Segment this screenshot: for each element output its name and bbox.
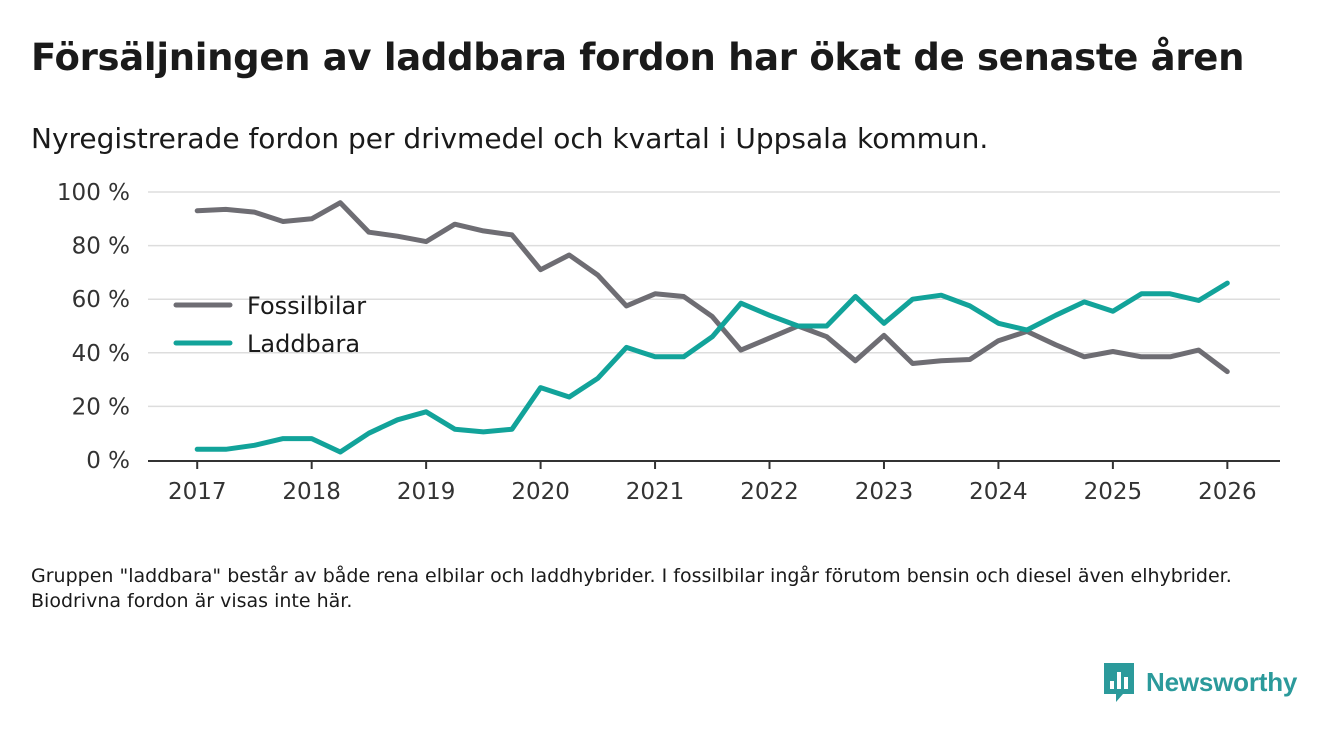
x-tick-label: 2023: [855, 479, 914, 505]
y-tick-label: 80 %: [72, 234, 130, 260]
y-tick-label: 0 %: [86, 448, 130, 474]
x-tick-label: 2025: [1084, 479, 1143, 505]
legend: Fossilbilar Laddbara: [173, 292, 366, 358]
y-tick-label: 60 %: [72, 287, 130, 313]
y-tick-label: 100 %: [57, 180, 130, 206]
chart-subtitle: Nyregistrerade fordon per drivmedel och …: [31, 122, 989, 155]
line-chart: 0 % 20 % 40 % 60 % 80 % 100 % 2017 2018 2019 2020…: [57, 180, 1280, 505]
x-tick-label: 2020: [511, 479, 570, 505]
x-tick-label: 2021: [626, 479, 685, 505]
chart-title: Försäljningen av laddbara fordon har öka…: [31, 36, 1245, 79]
y-tick-label: 20 %: [72, 394, 130, 420]
y-tick-label: 40 %: [72, 341, 130, 367]
x-tick-label: 2018: [282, 479, 341, 505]
legend-label-fossilbilar: Fossilbilar: [247, 292, 366, 320]
gridlines: [148, 191, 1280, 408]
series-line-fossilbilar: [194, 200, 1230, 375]
brand-logo: Newsworthy: [1102, 660, 1312, 704]
newsworthy-logo-icon: [1104, 663, 1134, 702]
x-tick-label: 2019: [397, 479, 456, 505]
x-tick-label: 2024: [969, 479, 1028, 505]
footnote: Gruppen "laddbara" består av både rena e…: [31, 565, 1232, 612]
axes: 0 % 20 % 40 % 60 % 80 % 100 % 2017 2018 2019 2020…: [57, 180, 1280, 505]
x-tick-label: 2017: [168, 479, 227, 505]
series-lines: [194, 200, 1230, 455]
x-tick-label: 2026: [1198, 479, 1257, 505]
x-tick-label: 2022: [740, 479, 799, 505]
legend-label-laddbara: Laddbara: [247, 330, 360, 358]
series-line-laddbara: [194, 280, 1230, 455]
brand-name: Newsworthy: [1146, 666, 1298, 697]
